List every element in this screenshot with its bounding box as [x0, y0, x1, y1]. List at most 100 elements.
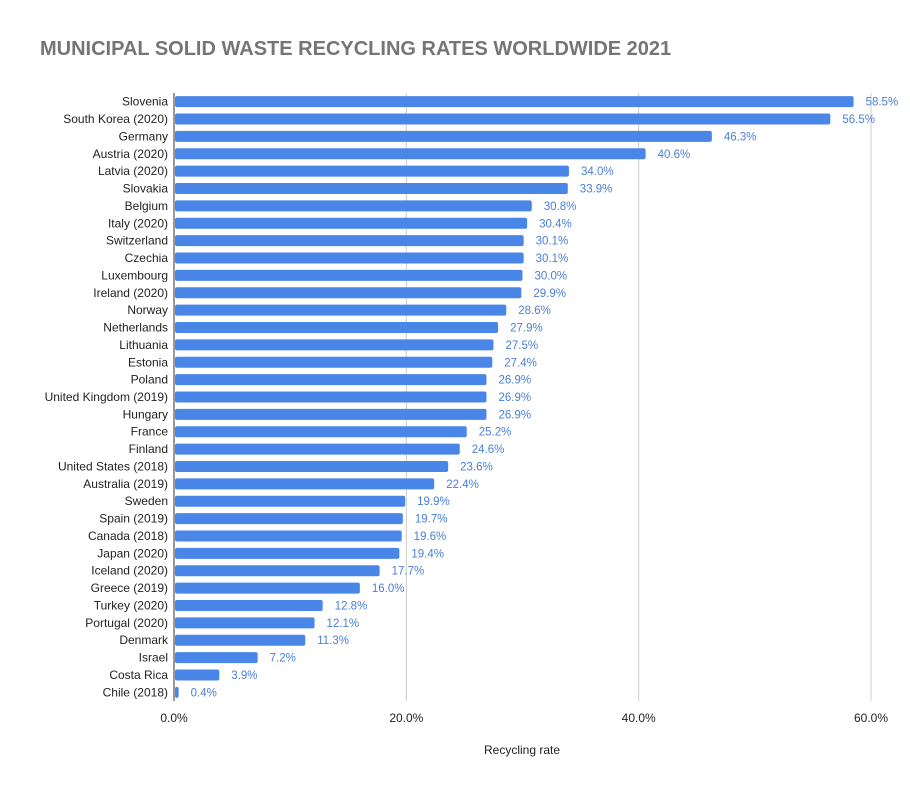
bars: [175, 96, 854, 698]
data-label: 12.1%: [327, 618, 360, 630]
category-label: Ireland (2020): [93, 286, 168, 300]
category-label: Poland: [131, 373, 168, 387]
category-label: Germany: [119, 129, 168, 143]
bar: [175, 304, 507, 316]
bar: [175, 599, 323, 611]
category-label: France: [131, 425, 169, 439]
category-label: Sweden: [125, 494, 168, 508]
bar: [175, 339, 494, 351]
category-label: Slovakia: [123, 182, 169, 196]
data-label: 25.2%: [479, 427, 512, 439]
category-label: Japan (2020): [97, 546, 168, 560]
data-label: 46.3%: [724, 131, 757, 143]
category-label: Iceland (2020): [91, 564, 168, 578]
bar: [175, 356, 493, 368]
category-label: Portugal (2020): [85, 616, 168, 630]
category-label: Switzerland: [106, 234, 168, 248]
bar: [175, 183, 568, 195]
bar: [175, 252, 524, 264]
data-label: 40.6%: [658, 149, 691, 161]
bar: [175, 391, 487, 403]
x-axis-title: Recycling rate: [484, 743, 560, 757]
category-label: Finland: [129, 442, 168, 456]
data-label: 27.5%: [505, 340, 538, 352]
data-label: 30.1%: [536, 253, 569, 265]
bar: [175, 582, 360, 594]
data-label: 56.5%: [842, 114, 875, 126]
category-label: Spain (2019): [99, 512, 168, 526]
data-label: 19.6%: [414, 531, 447, 543]
bar: [175, 478, 435, 490]
category-label: Slovenia: [122, 95, 168, 109]
x-tick-label: 0.0%: [160, 711, 188, 725]
data-label: 33.9%: [580, 184, 613, 196]
category-label: Australia (2019): [83, 477, 168, 491]
category-label: Latvia (2020): [98, 164, 168, 178]
bar: [175, 565, 380, 577]
bar: [175, 669, 220, 681]
bar: [175, 617, 315, 629]
bar: [175, 235, 524, 247]
bar: [175, 408, 487, 420]
data-label: 12.8%: [335, 600, 368, 612]
data-label: 23.6%: [460, 461, 493, 473]
bar: [175, 322, 499, 334]
data-label: 19.7%: [415, 514, 448, 526]
category-label: Turkey (2020): [94, 598, 168, 612]
bar: [175, 530, 402, 542]
data-label: 30.0%: [535, 270, 568, 282]
bar: [175, 460, 449, 472]
bar: [175, 686, 179, 698]
data-label: 34.0%: [581, 166, 614, 178]
category-label: Norway: [127, 303, 168, 317]
category-label: Lithuania: [119, 338, 168, 352]
data-label: 27.9%: [510, 323, 543, 335]
data-label: 28.6%: [518, 305, 551, 317]
category-label: United States (2018): [58, 459, 168, 473]
category-label: Hungary: [123, 407, 168, 421]
x-tick-label: 40.0%: [622, 711, 656, 725]
x-axis-ticks: 0.0% 20.0% 40.0% 60.0%: [160, 711, 888, 725]
data-label: 17.7%: [392, 566, 425, 578]
x-tick-label: 20.0%: [389, 711, 423, 725]
category-label: Canada (2018): [88, 529, 168, 543]
category-label: Czechia: [125, 251, 169, 265]
data-label: 27.4%: [504, 357, 537, 369]
category-label: United Kingdom (2019): [45, 390, 168, 404]
data-label: 26.9%: [498, 375, 531, 387]
bar: [175, 426, 467, 438]
category-label: South Korea (2020): [63, 112, 168, 126]
data-label: 22.4%: [446, 479, 479, 491]
category-label: Luxembourg: [101, 268, 168, 282]
data-label: 7.2%: [270, 653, 296, 665]
category-label: Netherlands: [103, 321, 168, 335]
category-label: Italy (2020): [108, 216, 168, 230]
category-label: Belgium: [125, 199, 168, 213]
data-label: 19.9%: [417, 496, 450, 508]
bar: [175, 547, 400, 559]
bar: [175, 374, 487, 386]
bar: [175, 652, 258, 664]
category-label: Israel: [139, 651, 168, 665]
category-label: Denmark: [119, 633, 169, 647]
category-label: Estonia: [128, 355, 168, 369]
chart-title: MUNICIPAL SOLID WASTE RECYCLING RATES WO…: [40, 38, 672, 60]
data-label: 3.9%: [231, 670, 257, 682]
bar: [175, 287, 522, 299]
data-label: 24.6%: [472, 444, 505, 456]
data-label: 19.4%: [411, 548, 444, 560]
data-label: 26.9%: [498, 392, 531, 404]
x-tick-label: 60.0%: [854, 711, 888, 725]
bar: [175, 130, 712, 142]
bar: [175, 165, 569, 177]
labels: Slovenia 58.5% South Korea (2020) 56.5% Germ…: [45, 95, 899, 700]
data-label: 0.4%: [191, 687, 217, 699]
bar: [175, 269, 523, 281]
category-label: Greece (2019): [91, 581, 168, 595]
data-label: 26.9%: [498, 409, 531, 421]
bar: [175, 443, 460, 455]
data-label: 58.5%: [866, 97, 899, 109]
data-label: 30.1%: [536, 236, 569, 248]
bar: [175, 495, 406, 507]
